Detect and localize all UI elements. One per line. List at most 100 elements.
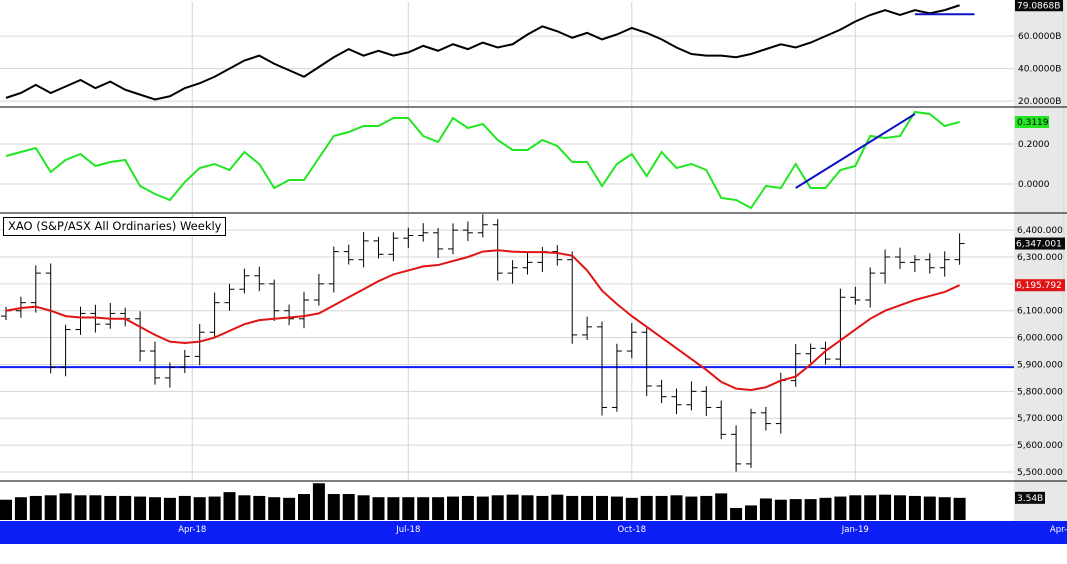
volume-bar (59, 493, 72, 520)
ohlc-bar (135, 311, 146, 362)
ohlc-bar (388, 232, 399, 262)
ohlc-bar (239, 268, 250, 294)
top-y-tick-label: 60.0000B (1018, 32, 1061, 42)
volume-bar (119, 495, 132, 520)
volume-bar (193, 497, 206, 520)
ohlc-bar (343, 244, 354, 265)
ohlc-bar (582, 316, 593, 341)
volume-bar (730, 507, 743, 520)
ohlc-bar (701, 386, 712, 417)
volume-bar (372, 497, 385, 520)
ohlc-bar (448, 223, 458, 255)
price-y-tick-label: 5,600.000 (1017, 441, 1063, 451)
volume-bar (700, 495, 713, 520)
volume-bar (432, 497, 445, 520)
ohlc-bar (224, 283, 235, 311)
volume-bar (953, 497, 966, 520)
ohlc-bar (909, 255, 920, 273)
ohlc-bar (358, 232, 369, 268)
ohlc-bar (328, 246, 339, 293)
volume-bar (461, 495, 474, 520)
volume-bar (715, 493, 728, 520)
ohlc-bar (850, 286, 861, 305)
volume-bar (849, 495, 862, 520)
mid-last-value-label: 0.3119 (1017, 118, 1049, 128)
volume-bar (551, 494, 564, 520)
ohlc-bar (30, 265, 41, 313)
volume-bar (640, 495, 653, 520)
volume-bar (402, 497, 415, 520)
volume-bar (566, 495, 579, 520)
ohlc-bar (105, 302, 116, 329)
mid-indicator-line (5, 110, 960, 210)
volume-bar (655, 495, 668, 520)
ohlc-bar (924, 253, 935, 274)
volume-bar (894, 495, 906, 520)
ohlc-bar (671, 388, 682, 415)
ohlc-bar (90, 304, 101, 333)
x-tick-label: Apr-19 (1050, 525, 1067, 535)
price-y-tick-label: 6,000.000 (1017, 334, 1063, 344)
volume-bar (44, 495, 57, 520)
volume-bar (536, 495, 549, 520)
ohlc-bar (641, 327, 652, 397)
volume-bar (923, 496, 936, 520)
ohlc-bar (939, 251, 950, 277)
ohlc-bar (686, 381, 697, 411)
volume-bar (134, 496, 147, 520)
volume-bar (14, 497, 27, 520)
top-indicator-line (5, 4, 960, 101)
volume-bar (789, 499, 802, 520)
price-y-tick-label: 5,800.000 (1017, 387, 1063, 397)
volume-bar (223, 492, 236, 520)
volume-bar (908, 495, 921, 520)
volume-bar (447, 496, 459, 520)
volume-last-label: 3.54B (1017, 494, 1043, 504)
volume-bar (745, 505, 757, 520)
ohlc-bar (269, 279, 280, 321)
volume-bar (864, 495, 877, 520)
x-tick-label: Jan-19 (841, 525, 869, 535)
volume-bar (238, 495, 251, 520)
volume-bar (178, 495, 191, 520)
price-y-tick-label: 6,400.000 (1017, 226, 1063, 236)
volume-bar (104, 495, 117, 520)
ohlc-bar (194, 323, 205, 366)
ohlc-bar (462, 221, 473, 242)
volume-bar (625, 497, 638, 520)
ohlc-bar (790, 344, 801, 387)
volume-bar (610, 496, 623, 520)
x-tick-label: Jul-18 (395, 525, 420, 535)
volume-bar (938, 497, 951, 520)
volume-bar (774, 499, 787, 520)
ohlc-bar (731, 425, 742, 472)
right-axis-panel (1014, 0, 1067, 521)
volume-bar (581, 495, 594, 520)
ohlc-bar (537, 247, 548, 273)
ma-value-label: 6,195.792 (1016, 281, 1062, 291)
mid-trendline (795, 113, 916, 189)
volume-bar (491, 495, 504, 520)
top-y-tick-label: 40.0000B (1018, 65, 1061, 75)
volume-bar (0, 499, 12, 520)
volume-bar (506, 494, 519, 520)
ohlc-bar (373, 236, 384, 259)
volume-bar (685, 496, 698, 520)
ohlc-bar (805, 343, 816, 363)
ohlc-bar (75, 306, 86, 335)
volume-bar (208, 496, 221, 520)
volume-bar (387, 497, 400, 520)
ohlc-bar (60, 324, 71, 377)
ohlc-bar (760, 406, 771, 431)
volume-bar (298, 494, 310, 520)
top-y-tick-label: 20.0000B (1018, 97, 1061, 107)
volume-bar (253, 495, 266, 520)
ohlc-bar (567, 251, 578, 344)
volume-bar (521, 495, 534, 520)
ohlc-bar (1, 306, 11, 321)
volume-bar (163, 497, 176, 520)
ohlc-bar (179, 349, 190, 374)
volume-bar (149, 497, 161, 520)
price-y-tick-label: 5,900.000 (1017, 360, 1063, 370)
